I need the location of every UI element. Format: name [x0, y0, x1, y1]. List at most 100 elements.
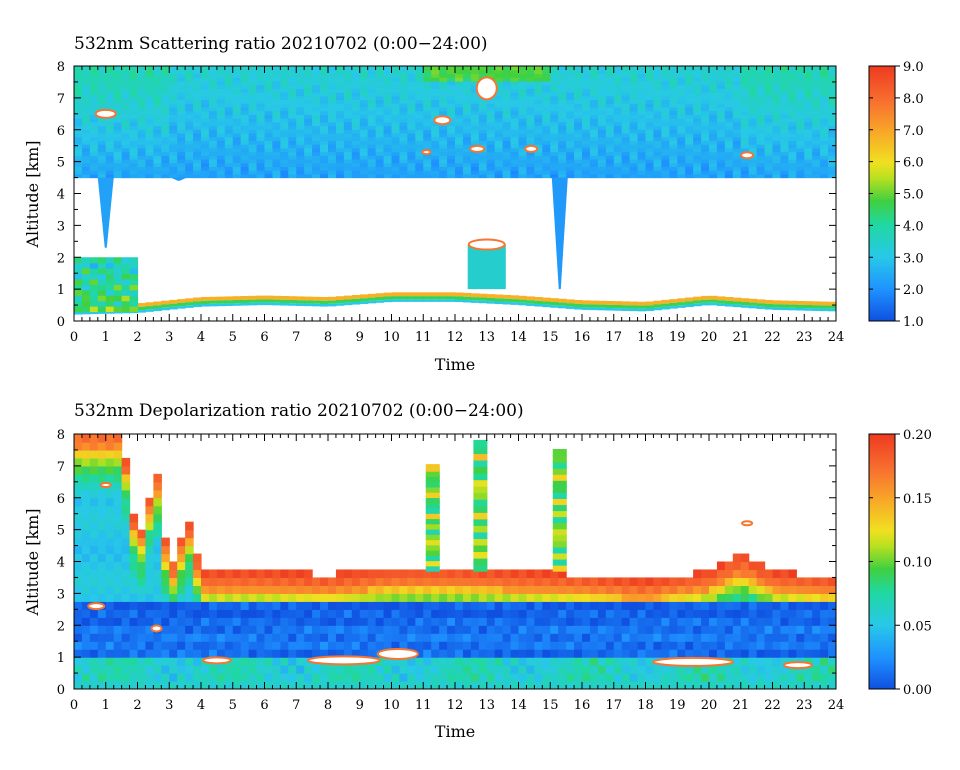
heat-cell [383, 118, 393, 123]
heat-cell [240, 103, 250, 108]
heat-cell [272, 129, 281, 134]
heat-cell [605, 577, 615, 587]
heat-cell [597, 66, 607, 71]
heat-cell [574, 88, 583, 93]
heat-cell [201, 140, 210, 145]
boundary-layer-cell [716, 303, 726, 306]
heat-cell [709, 66, 718, 71]
heat-cell [566, 118, 575, 123]
heat-cell [137, 92, 147, 97]
heat-cell [796, 601, 805, 610]
heat-cell [185, 66, 194, 71]
heat-cell [582, 162, 591, 168]
heat-cell [494, 162, 504, 168]
heat-cell [224, 73, 234, 78]
heat-cell [272, 577, 281, 587]
heat-cell [629, 649, 639, 658]
heat-cell [359, 136, 369, 141]
heat-cell [470, 657, 480, 666]
boundary-layer-cell [820, 305, 829, 309]
x-tick-label: 4 [197, 330, 205, 345]
heat-cell [582, 114, 591, 119]
heat-cell [772, 129, 782, 134]
heat-cell [804, 73, 813, 78]
heat-cell [375, 121, 385, 127]
heat-cell [669, 166, 678, 171]
heat-cell [415, 569, 424, 579]
heat-cell [772, 577, 782, 587]
heat-cell [383, 73, 393, 78]
heat-cell [137, 162, 147, 168]
heat-cell [796, 92, 805, 97]
heat-cell [89, 158, 99, 164]
heat-cell [645, 151, 655, 156]
heat-cell [502, 88, 512, 93]
heat-cell [772, 110, 782, 115]
heat-cell [748, 121, 758, 127]
heat-cell [756, 125, 766, 130]
heat-cell [256, 84, 266, 89]
heat-cell [423, 66, 432, 71]
x-tick-label: 10 [383, 698, 400, 713]
heat-cell [74, 110, 83, 115]
heat-cell [193, 577, 202, 587]
heat-cell [558, 158, 567, 164]
heat-cell [709, 166, 718, 171]
boundary-layer-cell [756, 299, 766, 304]
heat-cell [264, 166, 274, 171]
heat-cell [89, 103, 99, 108]
heat-cell [145, 497, 154, 507]
heat-cell [208, 88, 218, 93]
heat-cell [455, 569, 464, 579]
heat-cell [439, 132, 448, 138]
heat-cell [756, 106, 766, 112]
heat-cell [169, 73, 178, 78]
heat-cell [510, 106, 520, 112]
heat-cell [201, 601, 210, 610]
heat-cell [296, 166, 305, 171]
heat-cell [486, 125, 496, 130]
heat-cell [653, 121, 662, 127]
heat-cell [335, 166, 345, 171]
heat-cell [494, 92, 504, 97]
heat-cell [502, 136, 512, 141]
heat-cell [510, 665, 520, 674]
heat-cell [447, 657, 456, 666]
heat-cell [280, 649, 289, 658]
heat-cell [328, 77, 337, 82]
heat-cell [566, 125, 575, 130]
heat-cell [304, 569, 313, 579]
boundary-layer-cell [232, 296, 242, 301]
heat-cell [296, 155, 305, 160]
heat-cell [256, 641, 266, 650]
heat-cell [828, 625, 836, 634]
heat-cell [296, 106, 305, 112]
heat-cell [669, 106, 678, 112]
heat-cell [169, 129, 178, 134]
heat-cell [605, 170, 615, 175]
heat-cell [685, 99, 694, 104]
heat-cell [145, 166, 154, 171]
heat-cell [161, 162, 170, 168]
heat-cell [756, 577, 766, 587]
heat-cell [621, 625, 631, 634]
heat-cell [216, 162, 226, 168]
boundary-layer-cell [645, 308, 655, 312]
heat-cell [439, 593, 448, 602]
heat-cell [304, 129, 313, 134]
heat-cell [812, 136, 821, 141]
heat-cell [621, 125, 631, 130]
heat-cell [709, 114, 718, 119]
heat-cell [455, 136, 464, 141]
heat-cell [494, 114, 504, 119]
heat-cell [431, 80, 440, 86]
x-tick-label: 22 [764, 698, 781, 713]
heat-cell [407, 170, 416, 175]
heat-cell [137, 593, 147, 602]
heat-cell [470, 69, 480, 75]
heat-cell [812, 151, 821, 156]
heat-cell [74, 569, 83, 579]
heat-cell [534, 77, 543, 82]
boundary-layer-cell [193, 301, 202, 305]
heat-cell [177, 170, 186, 175]
